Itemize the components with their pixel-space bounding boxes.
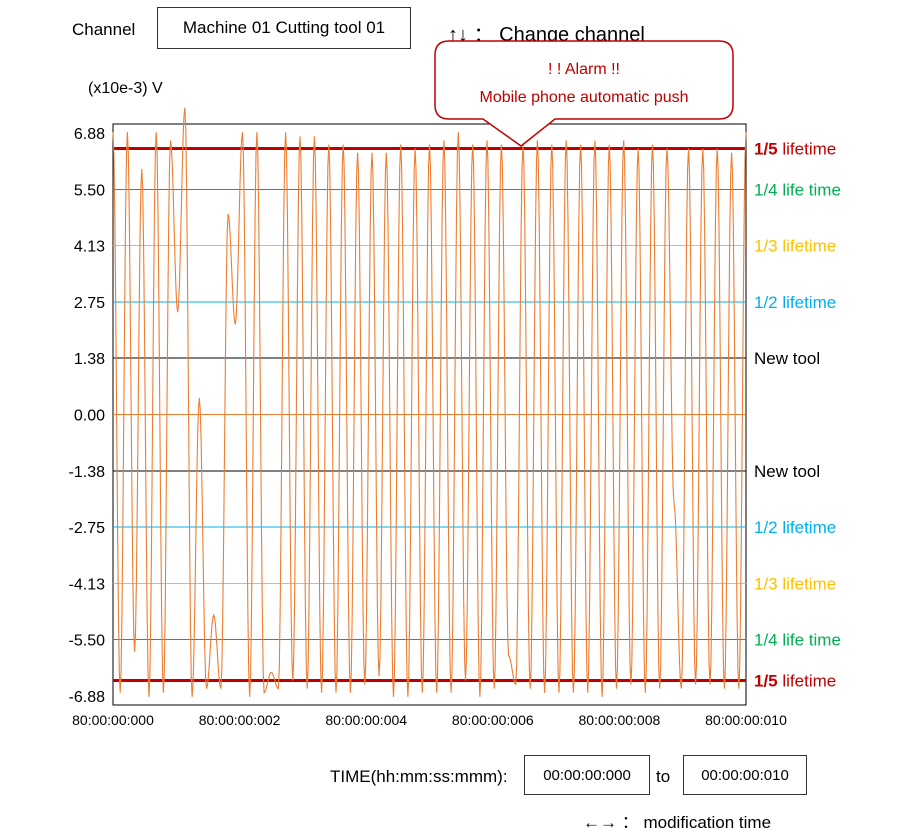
y-tick-label: 1.38 xyxy=(74,351,105,368)
threshold-label-text: New tool xyxy=(754,462,820,481)
hint-text: modification time xyxy=(643,813,772,832)
x-tick-label: 80:00:00:004 xyxy=(325,712,407,728)
alarm-callout-shape xyxy=(434,40,734,147)
to-label: to xyxy=(656,767,671,786)
threshold-label: 1/5 lifetime xyxy=(754,671,836,690)
x-tick-label: 80:00:00:006 xyxy=(452,712,534,728)
threshold-label-text: 1/4 life time xyxy=(754,180,841,199)
time-to-input[interactable]: 00:00:00:010 xyxy=(683,755,807,795)
y-tick-label: -6.88 xyxy=(69,689,106,706)
y-tick-label: -4.13 xyxy=(69,576,106,593)
threshold-label: 1/4 life time xyxy=(754,631,841,650)
alarm-callout: ! ! Alarm !! Mobile phone automatic push xyxy=(435,41,733,119)
threshold-label-text: 1/2 lifetime xyxy=(754,518,836,537)
y-tick-label: -1.38 xyxy=(69,464,106,481)
threshold-label-text: lifetime xyxy=(778,140,837,159)
channel-select[interactable]: Machine 01 Cutting tool 01 xyxy=(157,7,411,49)
threshold-label: 1/4 life time xyxy=(754,180,841,199)
threshold-label-text: lifetime xyxy=(778,671,837,690)
threshold-label-text: 1/3 lifetime xyxy=(754,574,836,593)
y-tick-label: -2.75 xyxy=(69,520,106,537)
threshold-label: 1/3 lifetime xyxy=(754,574,836,593)
threshold-label-bold: 1/5 xyxy=(754,671,778,690)
modify-time-hint: ←→ ： modification time xyxy=(583,808,771,833)
y-tick-label: 4.13 xyxy=(74,239,105,256)
x-tick-label: 80:00:00:010 xyxy=(705,712,787,728)
y-tick-label: 2.75 xyxy=(74,295,105,312)
y-axis-label: (x10e-3) V xyxy=(88,80,163,97)
threshold-label: New tool xyxy=(754,349,820,368)
threshold-label: 1/3 lifetime xyxy=(754,237,836,256)
arrow-left-right-icon: ←→ xyxy=(583,813,617,832)
separator: ： xyxy=(621,813,639,832)
alarm-title: ! ! Alarm !! xyxy=(547,61,620,78)
threshold-label-text: 1/2 lifetime xyxy=(754,293,836,312)
threshold-label-text: New tool xyxy=(754,349,820,368)
y-tick-label: 6.88 xyxy=(74,126,105,143)
threshold-label-text: 1/3 lifetime xyxy=(754,237,836,256)
threshold-label: 1/2 lifetime xyxy=(754,293,836,312)
alarm-message: Mobile phone automatic push xyxy=(479,89,689,106)
time-label: TIME(hh:mm:ss:mmm): xyxy=(330,767,508,786)
channel-label: Channel xyxy=(72,20,136,39)
threshold-label-text: 1/4 life time xyxy=(754,631,841,650)
threshold-label: 1/5 lifetime xyxy=(754,140,836,159)
y-tick-label: -5.50 xyxy=(69,633,106,650)
y-tick-label: 0.00 xyxy=(74,408,105,425)
x-tick-label: 80:00:00:000 xyxy=(72,712,154,728)
signal-line xyxy=(112,107,747,697)
threshold-label: New tool xyxy=(754,462,820,481)
x-tick-label: 80:00:00:002 xyxy=(199,712,281,728)
y-tick-label: 5.50 xyxy=(74,182,105,199)
threshold-label: 1/2 lifetime xyxy=(754,518,836,537)
x-tick-label: 80:00:00:008 xyxy=(579,712,661,728)
threshold-label-bold: 1/5 xyxy=(754,140,778,159)
time-from-input[interactable]: 00:00:00:000 xyxy=(524,755,650,795)
